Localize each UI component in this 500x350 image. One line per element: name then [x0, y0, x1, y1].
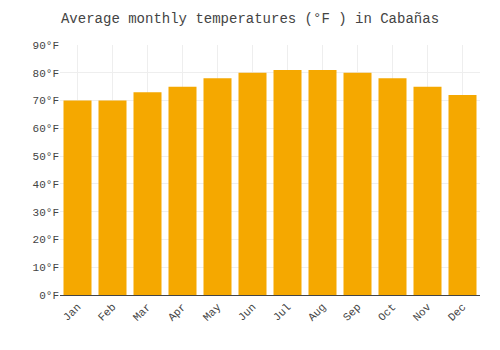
svg-text:Jul: Jul	[271, 301, 293, 323]
svg-text:20°F: 20°F	[33, 234, 59, 246]
svg-text:80°F: 80°F	[33, 68, 59, 80]
svg-text:Oct: Oct	[376, 301, 398, 323]
svg-text:Jun: Jun	[236, 301, 258, 323]
svg-text:Mar: Mar	[131, 301, 153, 323]
svg-text:90°F: 90°F	[33, 40, 59, 52]
svg-text:30°F: 30°F	[33, 207, 59, 219]
svg-text:Aug: Aug	[306, 301, 328, 323]
svg-text:50°F: 50°F	[33, 151, 59, 163]
svg-text:Sep: Sep	[341, 301, 363, 323]
svg-text:70°F: 70°F	[33, 95, 59, 107]
svg-text:60°F: 60°F	[33, 123, 59, 135]
svg-text:Jan: Jan	[61, 301, 83, 323]
svg-text:40°F: 40°F	[33, 179, 59, 191]
svg-text:Feb: Feb	[96, 301, 118, 323]
svg-text:May: May	[201, 301, 224, 324]
svg-text:Average monthly temperatures (: Average monthly temperatures (°F ) in Ca…	[61, 11, 439, 27]
svg-text:Dec: Dec	[446, 301, 468, 323]
svg-text:Nov: Nov	[411, 301, 434, 324]
svg-text:Apr: Apr	[166, 301, 188, 323]
svg-text:0°F: 0°F	[39, 290, 59, 302]
svg-text:10°F: 10°F	[33, 262, 59, 274]
